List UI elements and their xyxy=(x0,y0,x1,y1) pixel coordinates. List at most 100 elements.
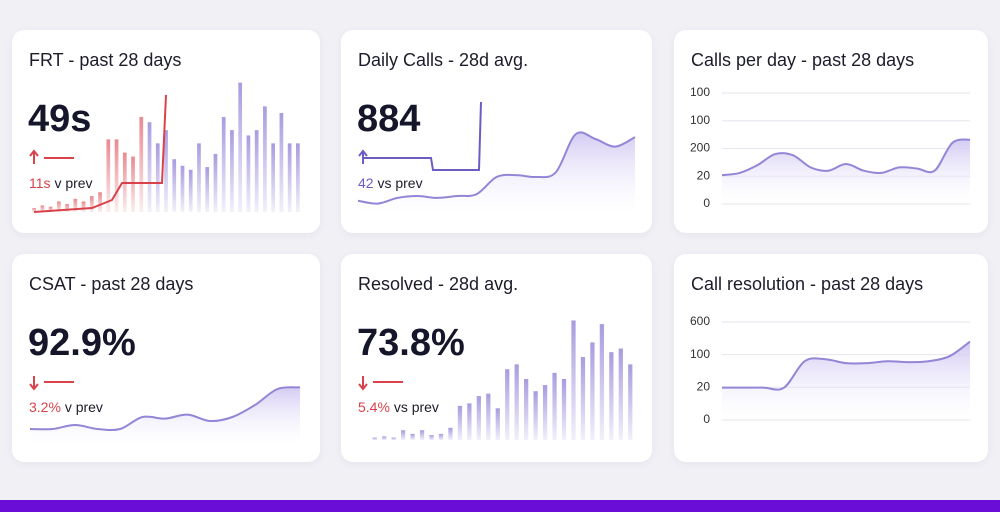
bar xyxy=(495,408,500,440)
bar xyxy=(197,143,201,212)
bar xyxy=(56,201,61,212)
delta-value: 5.4% xyxy=(358,399,390,415)
card-title: CSAT - past 28 days xyxy=(29,274,194,294)
delta: 5.4% vs prev xyxy=(358,399,439,415)
axis-label: 0 xyxy=(703,412,710,426)
decor-step xyxy=(33,94,167,213)
bar xyxy=(106,139,111,212)
card-title: Resolved - 28d avg. xyxy=(358,274,519,294)
bar xyxy=(476,396,481,440)
bar xyxy=(457,405,463,440)
line xyxy=(721,138,971,177)
chart: 600 100 20 0 xyxy=(690,314,971,426)
bar xyxy=(524,379,529,440)
bar xyxy=(599,324,605,440)
bar xyxy=(98,192,102,212)
bar xyxy=(155,143,160,212)
bar xyxy=(131,156,135,212)
delta-suffix: vs prev xyxy=(393,399,439,415)
axis-label: 100 xyxy=(690,85,710,99)
card: Resolved - 28d avg. 73.8% 5.4% vs prev xyxy=(341,254,652,462)
bar xyxy=(73,198,78,212)
bar xyxy=(467,403,472,440)
bar xyxy=(514,364,519,440)
chart xyxy=(29,376,301,445)
trend-arrowhead xyxy=(29,383,39,391)
decor-step xyxy=(363,101,482,171)
bar xyxy=(429,435,434,440)
bar xyxy=(391,437,396,440)
bar xyxy=(263,106,267,212)
chart xyxy=(358,320,633,440)
bar xyxy=(410,433,415,440)
bar xyxy=(372,437,377,440)
card-title: Calls per day - past 28 days xyxy=(691,50,915,70)
card: FRT - past 28 days 49s 11s v prev xyxy=(12,30,320,233)
trend-arrowhead xyxy=(358,383,368,391)
trend-arrowhead xyxy=(29,149,39,157)
bar xyxy=(580,357,586,440)
bar xyxy=(448,427,453,440)
bar xyxy=(180,165,185,212)
bar xyxy=(486,393,491,440)
bar xyxy=(246,135,251,212)
bar xyxy=(400,430,406,440)
metric-value: 92.9% xyxy=(28,322,136,364)
bar xyxy=(609,352,614,440)
line xyxy=(357,131,636,205)
card: 100 100 200 20 0 Calls per day - past 28 days xyxy=(674,30,988,233)
axis-label: 0 xyxy=(703,196,710,210)
axis-label: 100 xyxy=(690,347,710,361)
bar xyxy=(172,159,177,212)
bar xyxy=(32,208,36,212)
delta-suffix: v prev xyxy=(64,399,103,415)
delta: 42 vs prev xyxy=(358,175,423,191)
bar xyxy=(287,143,292,212)
bar xyxy=(221,116,226,212)
axis-label: 20 xyxy=(697,168,711,182)
bar xyxy=(48,206,53,212)
metric-value: 73.8% xyxy=(357,322,465,364)
bar xyxy=(114,139,119,212)
bar xyxy=(65,204,69,212)
trend-arrowhead xyxy=(358,149,368,157)
area xyxy=(30,387,300,445)
bar xyxy=(505,369,510,440)
bar xyxy=(271,143,276,212)
delta-value: 3.2% xyxy=(29,399,61,415)
bar xyxy=(561,379,567,440)
chart xyxy=(29,82,300,213)
bar xyxy=(419,430,425,440)
delta: 11s v prev xyxy=(29,175,93,191)
bar xyxy=(213,153,218,212)
bar xyxy=(188,169,193,212)
bar xyxy=(81,201,86,212)
metric-value: 884 xyxy=(357,98,421,140)
bar xyxy=(542,385,548,440)
delta: 3.2% v prev xyxy=(29,399,103,415)
area xyxy=(722,139,970,204)
area xyxy=(722,341,970,420)
bar xyxy=(279,113,284,212)
bar xyxy=(533,391,538,440)
bar xyxy=(164,130,168,212)
bar xyxy=(89,196,94,212)
bar xyxy=(238,82,243,212)
card: Daily Calls - 28d avg. 884 42 vs prev xyxy=(341,30,652,233)
bar xyxy=(438,433,444,440)
card-title: Call resolution - past 28 days xyxy=(691,274,924,294)
bar xyxy=(618,348,623,440)
footer-bar xyxy=(0,500,1000,512)
axis-label: 600 xyxy=(690,314,710,328)
card: 600 100 20 0 Call resolution - past 28 days xyxy=(674,254,988,462)
bar xyxy=(382,436,387,440)
bar xyxy=(230,130,234,212)
bar xyxy=(254,130,259,212)
card: CSAT - past 28 days 92.9% 3.2% v prev xyxy=(12,254,320,462)
line xyxy=(722,340,971,391)
bar xyxy=(147,122,152,212)
card-title: Daily Calls - 28d avg. xyxy=(358,50,529,70)
delta-suffix: vs prev xyxy=(377,175,423,191)
